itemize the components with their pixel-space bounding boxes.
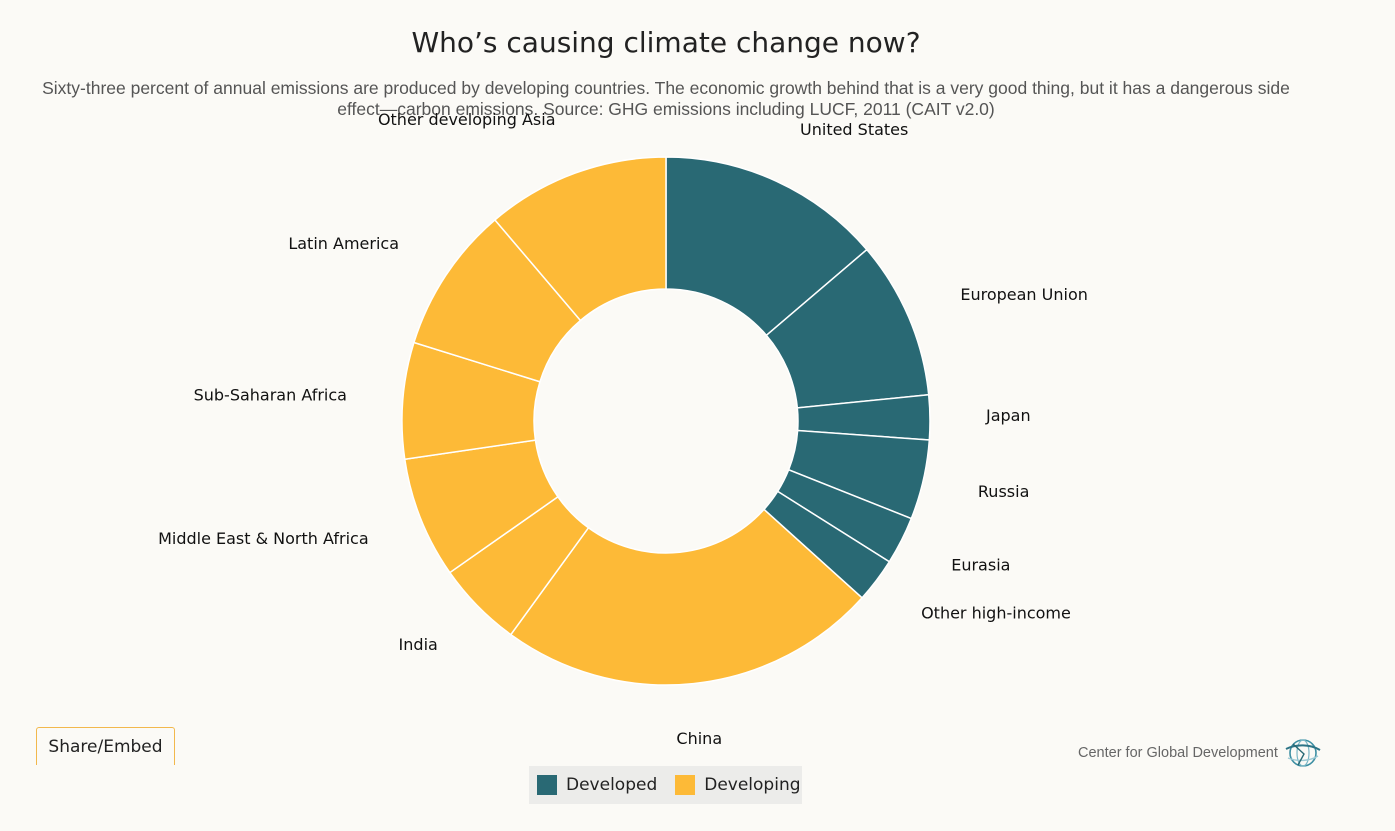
legend-item-developing[interactable]: Developing [675, 775, 801, 795]
legend-item-developed[interactable]: Developed [537, 775, 657, 795]
chart-title: Who’s causing climate change now? [411, 26, 921, 59]
legend-swatch-developed [537, 775, 557, 795]
slice-label-middle-east-and-north-africa: Middle East & North Africa [158, 529, 369, 548]
slice-labels: United States European Union Japan Russia Eu… [158, 110, 1088, 748]
slice-other-developing-asia[interactable] [493, 156, 667, 322]
slice-label-russia: Russia [978, 482, 1029, 501]
donut-slices [401, 156, 931, 686]
legend-swatch-developing [675, 775, 696, 795]
globe-logo-icon [1285, 739, 1321, 767]
slice-label-latin-america: Latin America [288, 234, 399, 253]
slice-label-sub-saharan-africa: Sub-Saharan Africa [194, 386, 347, 405]
credit-text: Center for Global Development [1078, 745, 1278, 761]
slice-label-china: China [676, 729, 722, 748]
slice-label-japan: Japan [985, 406, 1031, 425]
credit[interactable]: Center for Global Development [1078, 738, 1322, 768]
legend-label-developing: Developing [704, 775, 801, 795]
slice-united-states[interactable] [665, 156, 868, 337]
legend-label-developed: Developed [566, 775, 658, 795]
chart-subtitle: Sixty-three percent of annual emissions … [42, 78, 1290, 119]
slice-label-india: India [399, 635, 438, 654]
share-embed-button[interactable]: Share/Embed [36, 727, 175, 765]
slice-label-eurasia: Eurasia [951, 556, 1010, 575]
slice-label-european-union: European Union [960, 285, 1088, 304]
share-embed-label: Share/Embed [48, 736, 163, 757]
slice-label-other-high-income: Other high-income [921, 604, 1071, 623]
slice-china[interactable] [509, 508, 864, 686]
slice-label-united-states: United States [800, 120, 908, 139]
slice-label-other-developing-asia: Other developing Asia [378, 110, 556, 129]
legend: Developed Developing [529, 766, 802, 804]
